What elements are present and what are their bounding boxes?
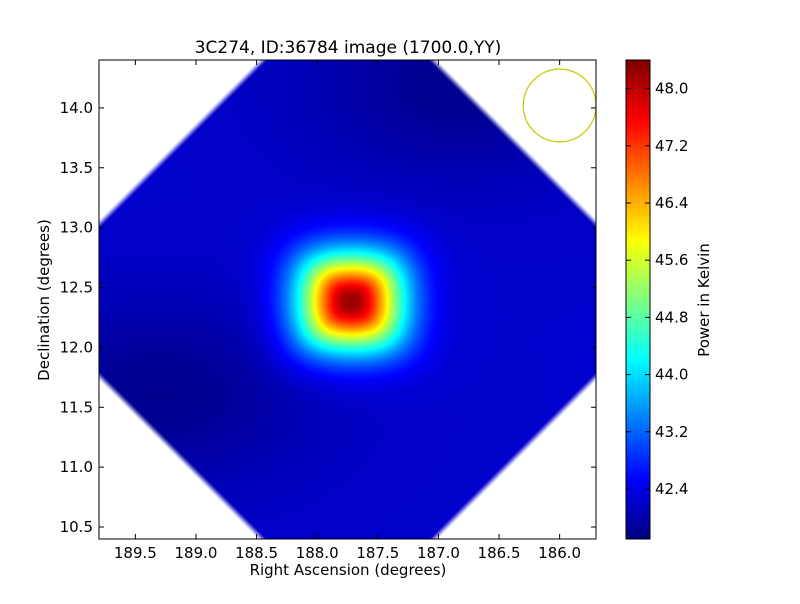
- x-axis: 189.5 189.0 188.5 188.0 187.5 187.0 186.5 186.0: [114, 60, 581, 562]
- colorbar-tick-label: 43.2: [655, 423, 688, 441]
- plot-area: [98, 59, 597, 540]
- plot-frame: [98, 59, 597, 540]
- y-tick-label: 10.5: [60, 518, 93, 536]
- x-tick-label: 187.0: [417, 544, 460, 562]
- beam-circle: [522, 68, 596, 143]
- colorbar-ticks: 42.4 43.2 44.0 44.8 45.6 46.4 47.2 48.0: [626, 80, 688, 498]
- colorbar-tick-label: 47.2: [655, 137, 688, 155]
- colorbar: 42.4 43.2 44.0 44.8 45.6 46.4 47.2 48.0: [625, 59, 688, 540]
- y-tick-label: 14.0: [60, 99, 93, 117]
- x-tick-label: 186.0: [538, 544, 581, 562]
- y-tick-label: 11.0: [60, 458, 93, 476]
- x-axis-label: Right Ascension (degrees): [250, 561, 447, 579]
- y-tick-label: 11.5: [60, 398, 93, 416]
- colorbar-tick-label: 42.4: [655, 480, 688, 498]
- heatmap-image: [99, 60, 596, 539]
- colorbar-tick-label: 44.8: [655, 308, 688, 326]
- x-tick-label: 189.0: [174, 544, 217, 562]
- x-tick-label: 189.5: [114, 544, 157, 562]
- y-tick-label: 12.5: [60, 279, 93, 297]
- colorbar-tick-label: 45.6: [655, 251, 688, 269]
- colorbar-frame: [625, 59, 651, 540]
- y-tick-label: 13.5: [60, 159, 93, 177]
- y-axis: 10.5 11.0 11.5 12.0 12.5 13.0 13.5 14.0: [60, 99, 596, 536]
- colorbar-tick-label: 44.0: [655, 366, 688, 384]
- colorbar-gradient: [626, 60, 650, 539]
- y-tick-label: 12.0: [60, 338, 93, 356]
- chart-title: 3C274, ID:36784 image (1700.0,YY): [195, 38, 502, 58]
- x-tick-label: 188.0: [296, 544, 339, 562]
- x-tick-label: 186.5: [478, 544, 521, 562]
- colorbar-label: Power in Kelvin: [695, 243, 713, 357]
- y-tick-label: 13.0: [60, 219, 93, 237]
- x-tick-label: 187.5: [356, 544, 399, 562]
- x-tick-label: 188.5: [235, 544, 278, 562]
- colorbar-tick-label: 46.4: [655, 194, 688, 212]
- y-axis-label: Declination (degrees): [35, 219, 53, 381]
- colorbar-tick-label: 48.0: [655, 80, 688, 98]
